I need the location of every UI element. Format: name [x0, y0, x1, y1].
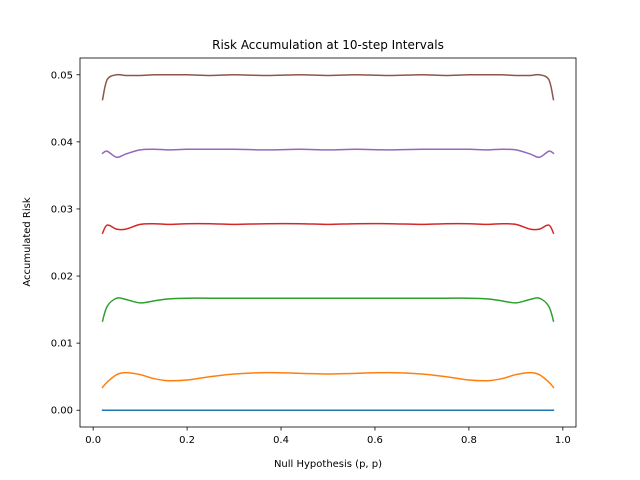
- x-tick-label: 0.4: [273, 435, 289, 446]
- y-tick-label: 0.00: [51, 406, 73, 417]
- x-tick-label: 1.0: [555, 435, 571, 446]
- x-tick-label: 0.8: [461, 435, 477, 446]
- series-line-2: [101, 371, 555, 389]
- x-axis-label: Null Hypothesis (p, p): [274, 459, 382, 470]
- series-line-5: [101, 148, 555, 159]
- y-tick-label: 0.02: [51, 272, 73, 283]
- axes-frame: [79, 57, 577, 428]
- series-line-3: [101, 297, 555, 322]
- x-tick-label: 0.0: [85, 435, 101, 446]
- y-tick-label: 0.04: [51, 137, 73, 148]
- y-tick-label: 0.05: [51, 70, 73, 81]
- x-tick-label: 0.6: [367, 435, 383, 446]
- plot-area: 0.0 0.2 0.4 0.6 0.8 1.0 0.00 0.01 0.02 0.03 0.04 0.…: [51, 57, 577, 446]
- x-tick-label: 0.2: [179, 435, 195, 446]
- y-tick-label: 0.01: [51, 339, 73, 350]
- series-line-4: [101, 222, 555, 235]
- y-axis-label: Accumulated Risk: [22, 197, 33, 287]
- series-line-6: [101, 73, 555, 101]
- y-tick-label: 0.03: [51, 204, 73, 215]
- chart-title: Risk Accumulation at 10-step Intervals: [212, 38, 444, 52]
